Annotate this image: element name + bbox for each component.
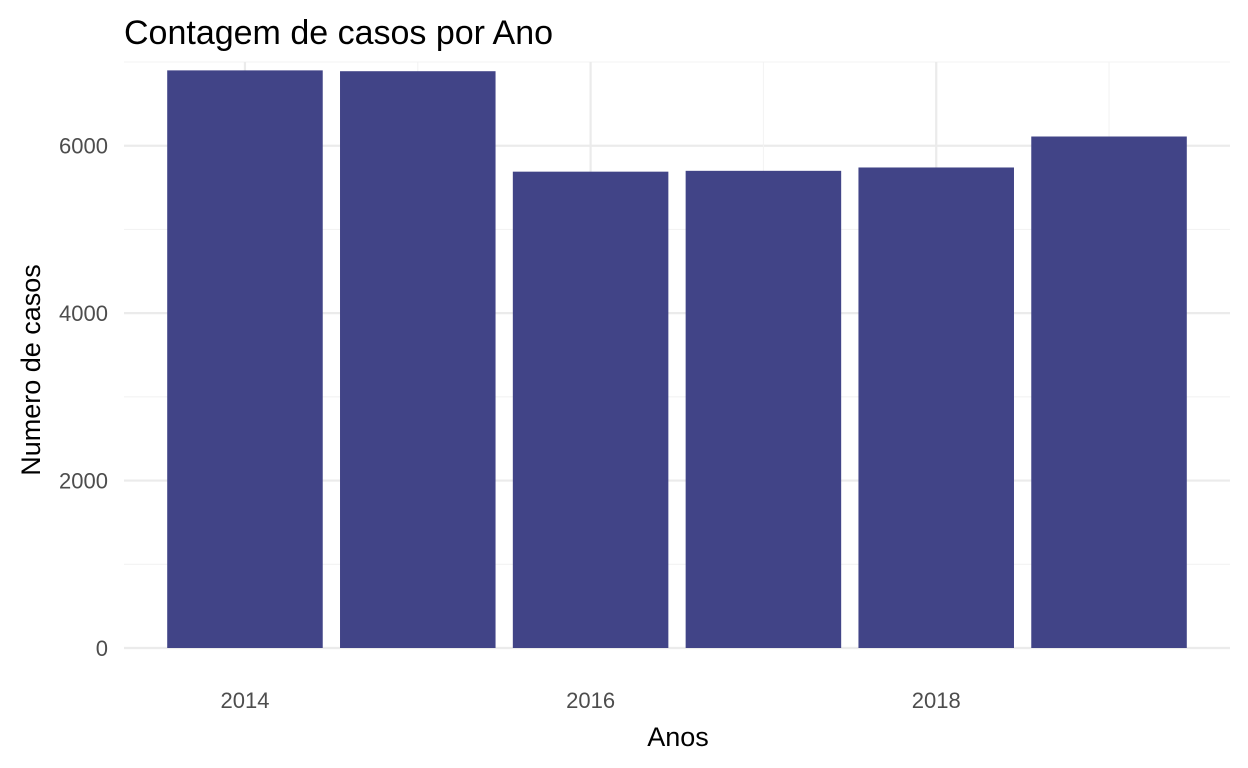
y-tick-labels: 0 2000 4000 6000 bbox=[59, 134, 108, 661]
bar-2019 bbox=[1031, 136, 1187, 648]
bar-2014 bbox=[167, 70, 323, 648]
x-tick-label: 2016 bbox=[566, 688, 615, 713]
bar-2017 bbox=[685, 170, 842, 649]
x-axis-title: Anos bbox=[647, 722, 709, 752]
y-axis-title: Numero de casos bbox=[16, 264, 46, 476]
y-tick-label: 4000 bbox=[59, 301, 108, 326]
y-tick-label: 6000 bbox=[59, 134, 108, 159]
bar-2018 bbox=[858, 167, 1014, 649]
bars bbox=[167, 70, 1187, 649]
bar-2016 bbox=[512, 171, 669, 648]
y-tick-label: 0 bbox=[96, 636, 108, 661]
x-tick-labels: 2014 2016 2018 bbox=[220, 688, 960, 713]
x-tick-label: 2014 bbox=[220, 688, 269, 713]
chart-title: Contagem de casos por Ano bbox=[124, 14, 553, 52]
x-tick-label: 2018 bbox=[912, 688, 961, 713]
bar-2015 bbox=[340, 71, 496, 649]
y-tick-label: 2000 bbox=[59, 469, 108, 494]
